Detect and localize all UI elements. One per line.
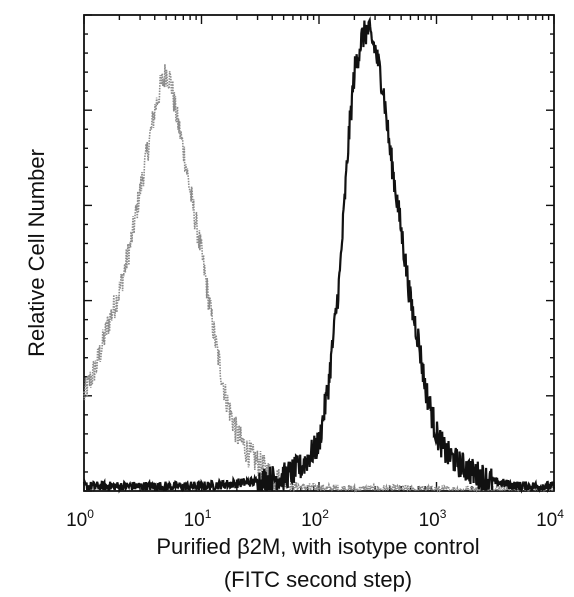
plot-frame	[83, 14, 555, 492]
series-line-gray	[83, 64, 555, 494]
series-line-black	[82, 16, 556, 494]
y-axis-label: Relative Cell Number	[24, 149, 49, 357]
x-axis-label-line-1: Purified β2M, with isotype control	[156, 534, 479, 559]
axis-ticks	[83, 14, 555, 492]
x-tick-label: 103	[419, 507, 447, 531]
x-axis-label-line-2: (FITC second step)	[224, 567, 412, 592]
x-tick-label: 102	[301, 507, 329, 531]
x-tick-label: 101	[184, 507, 212, 531]
x-tick-label: 100	[66, 507, 94, 531]
x-tick-label: 104	[536, 507, 564, 531]
series-group	[82, 16, 556, 494]
x-tick-labels: 100 101 102 103 104	[66, 507, 564, 531]
